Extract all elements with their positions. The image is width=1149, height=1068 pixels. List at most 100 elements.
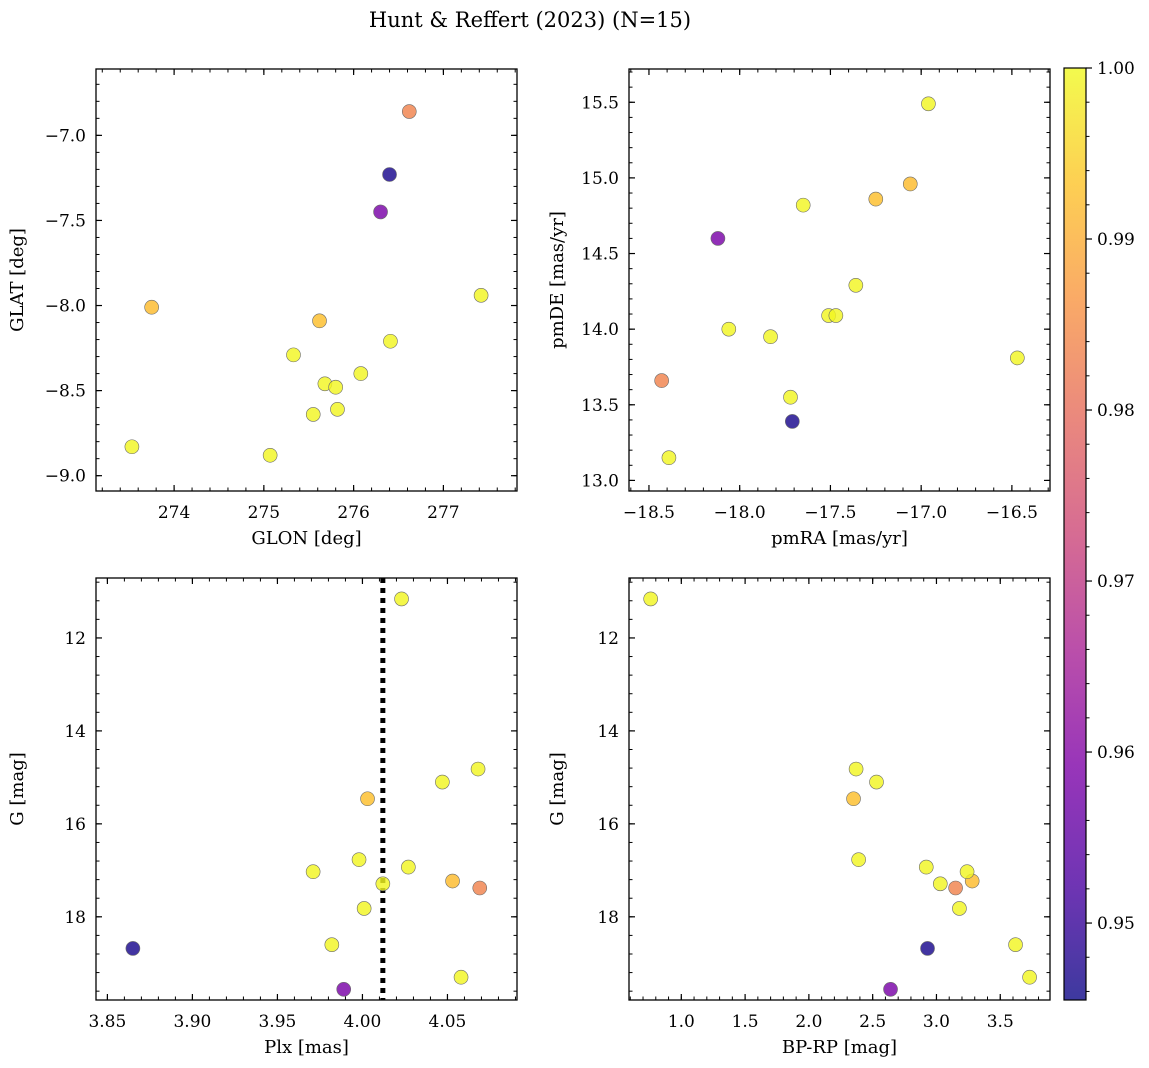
data-point	[952, 901, 967, 916]
data-point	[868, 191, 884, 207]
y-tick-label: 16	[64, 815, 86, 835]
data-point	[472, 880, 488, 896]
x-tick-label: −17.5	[804, 503, 856, 523]
data-point	[305, 407, 321, 422]
y-tick-label: 16	[597, 815, 619, 835]
data-point	[710, 231, 726, 246]
x-tick-label: 274	[158, 503, 190, 523]
x-tick-label: 275	[248, 503, 280, 523]
axes-frame	[628, 68, 1051, 492]
y-tick-label: −9.0	[45, 467, 86, 487]
data-point	[473, 288, 489, 303]
data-point	[902, 176, 918, 192]
data-point	[869, 774, 884, 790]
colorbar-tick-label: 0.95	[1097, 914, 1135, 934]
colorbar-tick-label: 0.97	[1097, 572, 1135, 592]
data-point	[360, 791, 375, 807]
data-point	[921, 96, 936, 112]
data-point	[1008, 937, 1023, 952]
colorbar-gradient	[1064, 68, 1086, 1000]
data-point	[785, 414, 800, 429]
axes-frame	[95, 577, 518, 1001]
x-tick-label: −17.0	[895, 503, 947, 523]
x-tick-label: −16.5	[986, 503, 1038, 523]
data-point	[435, 774, 450, 790]
data-point	[375, 876, 391, 892]
colorbar-tick-label: 0.98	[1097, 401, 1135, 421]
data-point	[125, 941, 141, 956]
data-point	[286, 347, 301, 363]
x-tick-label: 4.00	[344, 1012, 382, 1032]
y-tick-label: 12	[64, 629, 86, 649]
data-point	[383, 333, 398, 349]
x-axis-label: pmRA [mas/yr]	[771, 528, 908, 549]
data-point	[124, 439, 140, 455]
x-tick-label: 3.85	[88, 1012, 126, 1032]
x-tick-label: 4.05	[429, 1012, 467, 1032]
x-tick-label: 3.5	[987, 1012, 1014, 1032]
y-tick-label: −8.0	[45, 297, 86, 317]
colorbar-tick-label: 0.96	[1097, 743, 1135, 763]
y-tick-label: 18	[597, 908, 619, 928]
data-point	[846, 791, 861, 807]
y-tick-label: 15.0	[581, 169, 619, 189]
colorbar-tick-label: 1.00	[1097, 59, 1135, 79]
data-point	[959, 864, 975, 880]
data-point	[783, 389, 798, 405]
data-point	[828, 308, 844, 323]
data-point	[763, 329, 778, 345]
y-tick-label: 14	[597, 722, 619, 742]
x-tick-label: 3.0	[923, 1012, 950, 1032]
data-point	[848, 277, 864, 293]
colorbar: 0.95 0.96 0.97 0.98 0.99 1.00	[1063, 59, 1135, 1001]
x-tick-label: 276	[337, 503, 369, 523]
axes-frame	[628, 577, 1051, 1001]
data-point	[144, 299, 159, 315]
y-axis-label: G [mag]	[7, 752, 28, 825]
y-tick-label: −8.5	[45, 382, 86, 402]
y-tick-label: 13.5	[581, 396, 619, 416]
y-axis-label: GLAT [deg]	[7, 228, 28, 332]
y-tick-label: 14.0	[581, 320, 619, 340]
data-point	[1022, 969, 1037, 985]
colorbar-frame	[1063, 67, 1087, 1001]
x-axis-label: Plx [mas]	[264, 1037, 349, 1058]
colorbar-tick-label: 0.99	[1097, 230, 1135, 250]
data-point	[643, 591, 658, 607]
data-point	[262, 447, 278, 463]
data-point	[312, 313, 327, 329]
y-tick-label: 12	[597, 629, 619, 649]
panel-color-magnitude: 1.0 1.5 2.0 2.5 3.0 3.5 12 14 16 18 BP-RP [mag] G […	[547, 577, 1051, 1058]
x-tick-label: 3.90	[173, 1012, 211, 1032]
data-point	[661, 450, 677, 466]
panel-proper-motion: −18.5 −18.0 −17.5 −17.0 −16.5 13.0 13.5 14.0 14.…	[547, 68, 1051, 549]
y-tick-label: 14	[64, 722, 86, 742]
y-tick-label: 18	[64, 908, 86, 928]
data-point	[324, 937, 340, 952]
x-axis-label: GLON [deg]	[251, 528, 361, 549]
axes-frame	[95, 68, 518, 492]
data-point	[883, 982, 898, 997]
data-point	[932, 876, 948, 892]
x-tick-label: 277	[427, 503, 459, 523]
data-point	[795, 197, 811, 213]
x-tick-label: 2.0	[795, 1012, 822, 1032]
y-axis-label: pmDE [mas/yr]	[547, 211, 568, 349]
data-point	[328, 379, 343, 395]
panel-parallax-magnitude: 3.85 3.90 3.95 4.00 4.05 12 14 16 18 Plx [mas] G […	[7, 577, 518, 1058]
data-point	[453, 969, 469, 985]
x-tick-label: 2.5	[859, 1012, 886, 1032]
data-point	[470, 761, 486, 777]
data-point	[920, 941, 935, 956]
panel-position: 274 275 276 277 −7.0 −7.5 −8.0 −8.5 −9.0 GLON [de…	[7, 68, 518, 549]
data-point	[394, 591, 409, 607]
data-point	[654, 373, 669, 388]
data-point	[721, 321, 737, 337]
y-tick-label: −7.0	[45, 126, 86, 146]
data-point	[948, 880, 963, 896]
data-point	[351, 852, 367, 867]
data-point	[382, 167, 397, 182]
data-point	[445, 873, 460, 889]
data-point	[373, 204, 388, 220]
figure-title: Hunt & Reffert (2023) (N=15)	[369, 8, 691, 32]
